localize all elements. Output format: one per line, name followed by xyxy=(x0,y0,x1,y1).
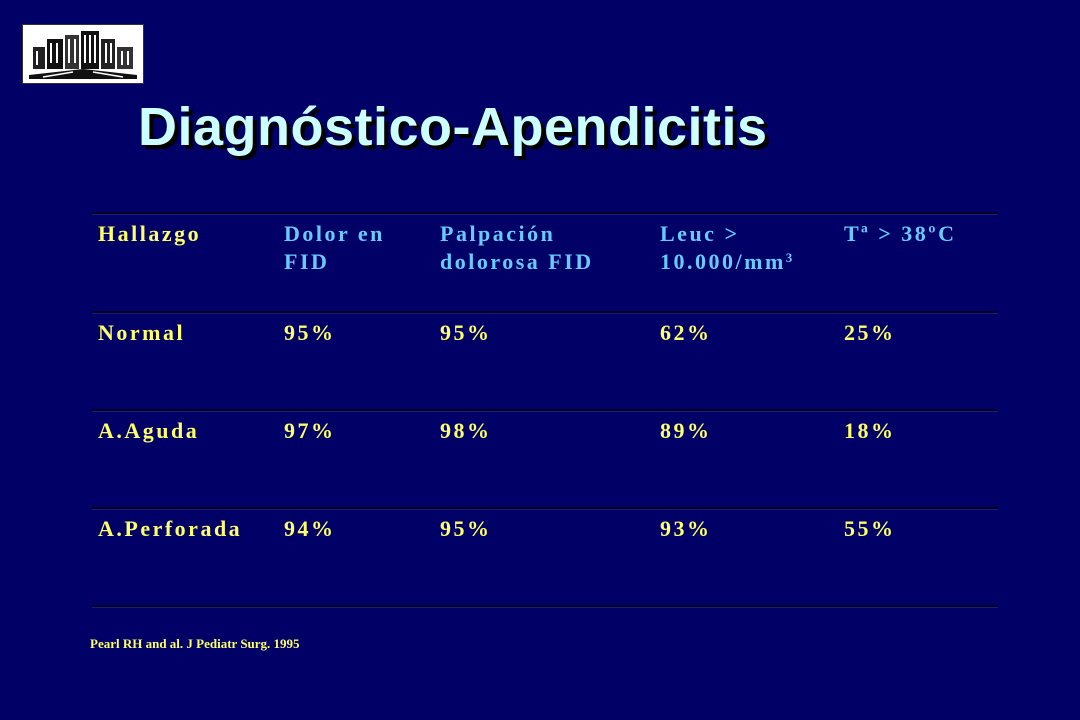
superscript-3: 3 xyxy=(785,250,793,265)
header-cell-leuc: Leuc > 10.000/mm3 xyxy=(654,214,838,311)
table-row: Normal 95% 95% 62% 25% xyxy=(92,313,998,409)
table-cell: 89% xyxy=(660,418,712,443)
table-cell: 62% xyxy=(660,320,712,345)
table-cell: 18% xyxy=(844,418,896,443)
header-text: Hallazgo xyxy=(98,221,202,246)
header-cell-dolor: Dolor en FID xyxy=(278,214,434,311)
table-cell: 25% xyxy=(844,320,896,345)
header-text: Dolor en xyxy=(284,221,385,246)
header-text: Leuc > xyxy=(660,221,740,246)
table-cell: 93% xyxy=(660,516,712,541)
header-text: dolorosa FID xyxy=(440,249,594,274)
header-text: 10.000/mm xyxy=(660,249,786,274)
hospital-building-icon xyxy=(23,25,143,83)
table-rule xyxy=(92,409,998,411)
header-cell-palpacion: Palpación dolorosa FID xyxy=(434,214,654,311)
citation: Pearl RH and al. J Pediatr Surg. 1995 xyxy=(90,636,300,651)
table-cell: 95% xyxy=(284,320,336,345)
table-row: A.Perforada 94% 95% 93% 55% xyxy=(92,509,998,605)
row-label: Normal xyxy=(98,320,186,345)
table-rule xyxy=(92,311,998,313)
header-cell-temperatura: Tª > 38ºC xyxy=(838,214,998,311)
table-cell: 95% xyxy=(440,516,492,541)
table-rule xyxy=(92,605,998,607)
header-cell-hallazgo: Hallazgo xyxy=(92,214,278,311)
findings-table: Hallazgo Dolor en FID Palpación dolorosa… xyxy=(92,212,998,607)
table-cell: 97% xyxy=(284,418,336,443)
table-row: A.Aguda 97% 98% 89% 18% xyxy=(92,411,998,507)
table-rule xyxy=(92,507,998,509)
table-cell: 98% xyxy=(440,418,492,443)
table-cell: 55% xyxy=(844,516,896,541)
header-text: Tª > 38ºC xyxy=(844,221,957,246)
table-cell: 94% xyxy=(284,516,336,541)
table-rule xyxy=(92,212,998,214)
row-label: A.Perforada xyxy=(98,516,243,541)
header-text: FID xyxy=(284,249,330,274)
table-cell: 95% xyxy=(440,320,492,345)
hospital-logo xyxy=(22,24,144,84)
row-label: A.Aguda xyxy=(98,418,200,443)
table-header-row: Hallazgo Dolor en FID Palpación dolorosa… xyxy=(92,214,998,311)
header-text: Palpación xyxy=(440,221,556,246)
page-title: Diagnóstico-Apendicitis xyxy=(138,97,768,157)
